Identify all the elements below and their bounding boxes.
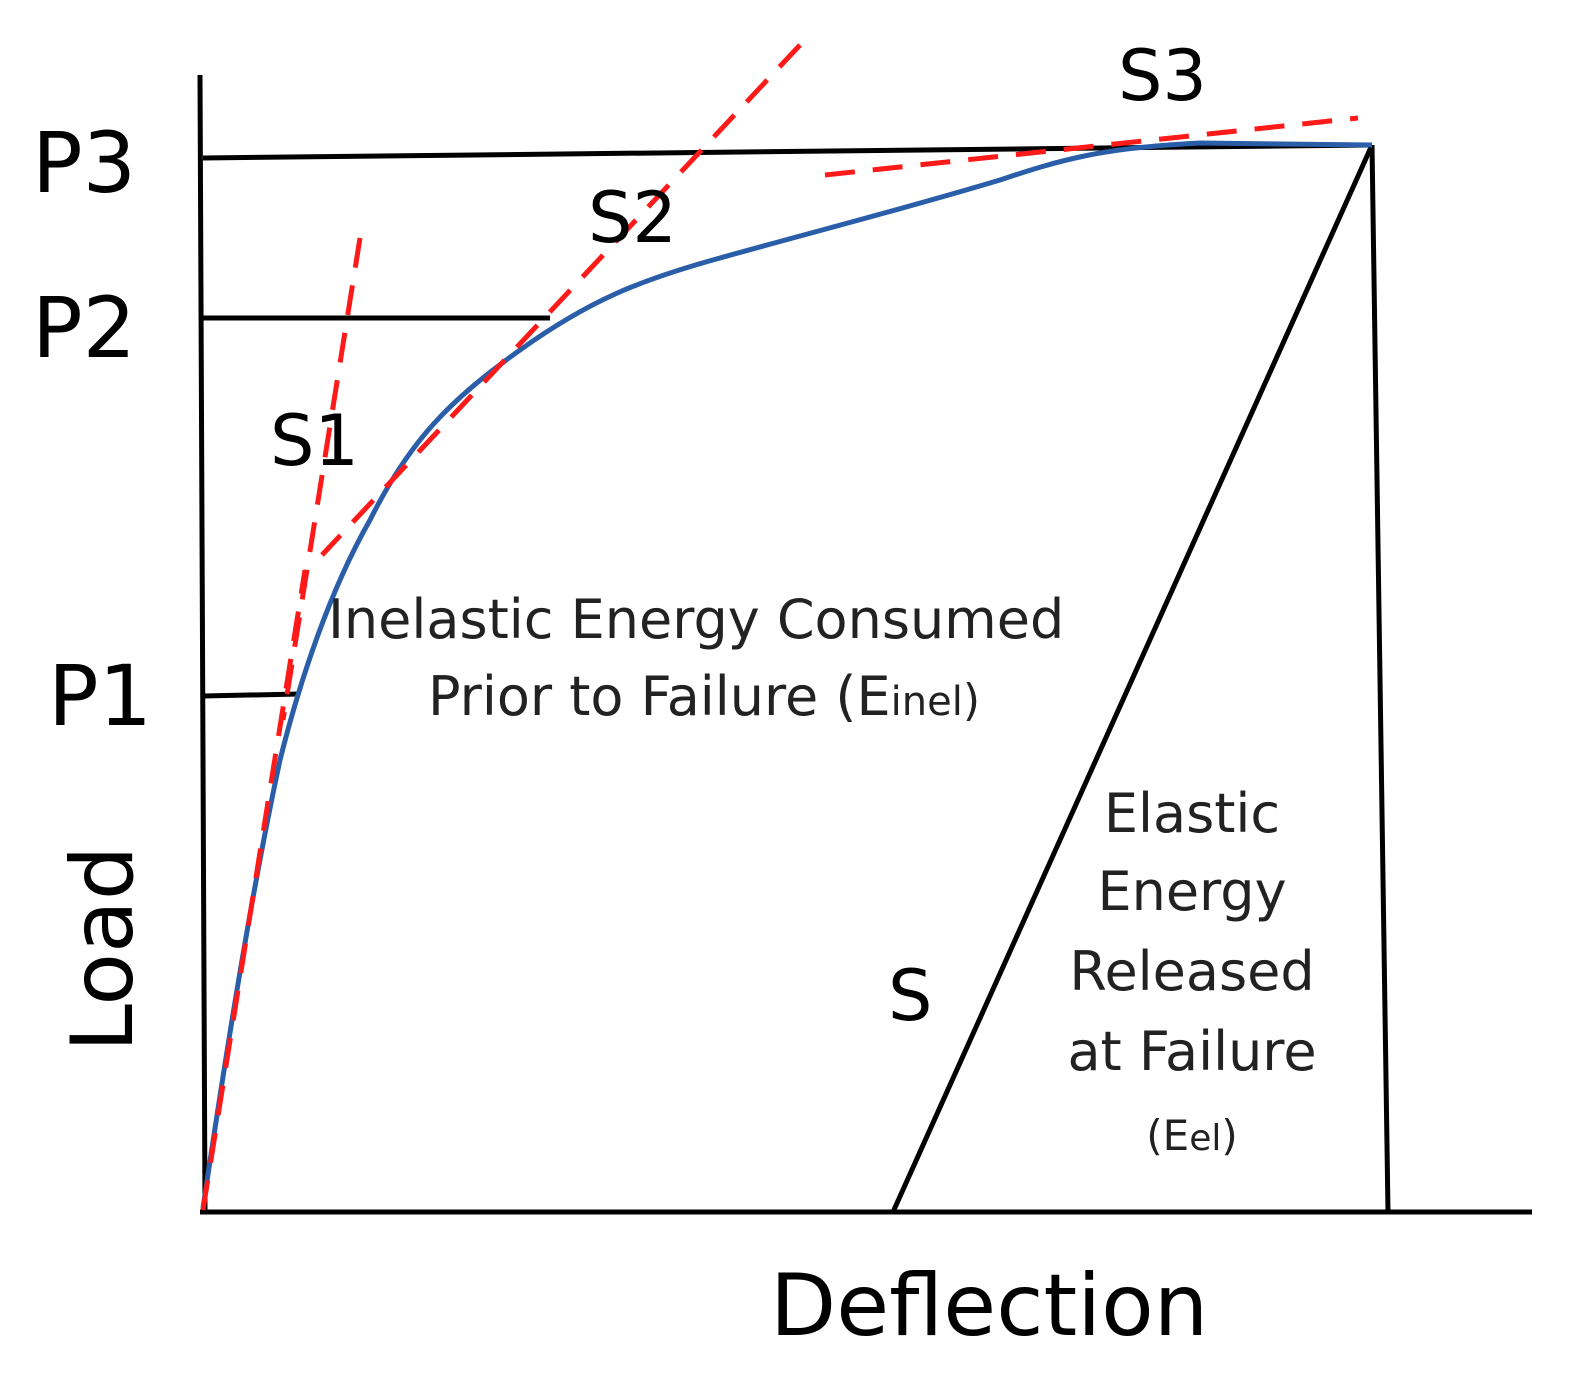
inelastic-region-line1: Inelastic Energy Consumed [328, 588, 1064, 651]
inelastic-formula-sub: inel [891, 679, 963, 725]
unloading-slope-line [890, 143, 1375, 1214]
elastic-region-line4: at Failure [1067, 1020, 1316, 1083]
p3-level-label: P3 [32, 114, 136, 212]
elastic-formula-close: ) [1221, 1111, 1237, 1160]
inelastic-formula-close: ) [963, 675, 980, 726]
s3-tangent-line [824, 115, 1359, 178]
elastic-region-formula: (Eel) [1146, 1111, 1237, 1160]
s2-slope-label: S2 [588, 177, 677, 259]
elastic-formula-open: (E [1146, 1111, 1189, 1160]
p2-level-label: P2 [32, 279, 136, 377]
p3-level-line [202, 142, 1373, 161]
elastic-region-line1: Elastic [1104, 782, 1280, 845]
elastic-formula-sub: el [1189, 1118, 1221, 1159]
s1-tangent-line [280, 237, 363, 721]
elastic-region-line3: Released [1069, 940, 1314, 1003]
x-axis-label: Deflection [770, 1256, 1208, 1356]
tangent-lines [200, 43, 1359, 1211]
p1-level-line [202, 691, 301, 699]
inelastic-formula-main: Prior to Failure (E [428, 665, 891, 728]
unloading-slope-label: S [888, 955, 932, 1037]
s2-tangent-line [320, 43, 802, 557]
elastic-region-line2: Energy [1097, 860, 1286, 923]
y-axis-label: Load [53, 846, 153, 1052]
y-axis [197, 74, 208, 1213]
failure-drop-line [1369, 144, 1391, 1213]
s3-slope-label: S3 [1118, 35, 1207, 117]
s1-slope-label: S1 [270, 400, 359, 482]
inelastic-region-line2: Prior to Failure (Einel) [428, 665, 980, 728]
p1-level-label: P1 [48, 647, 152, 745]
